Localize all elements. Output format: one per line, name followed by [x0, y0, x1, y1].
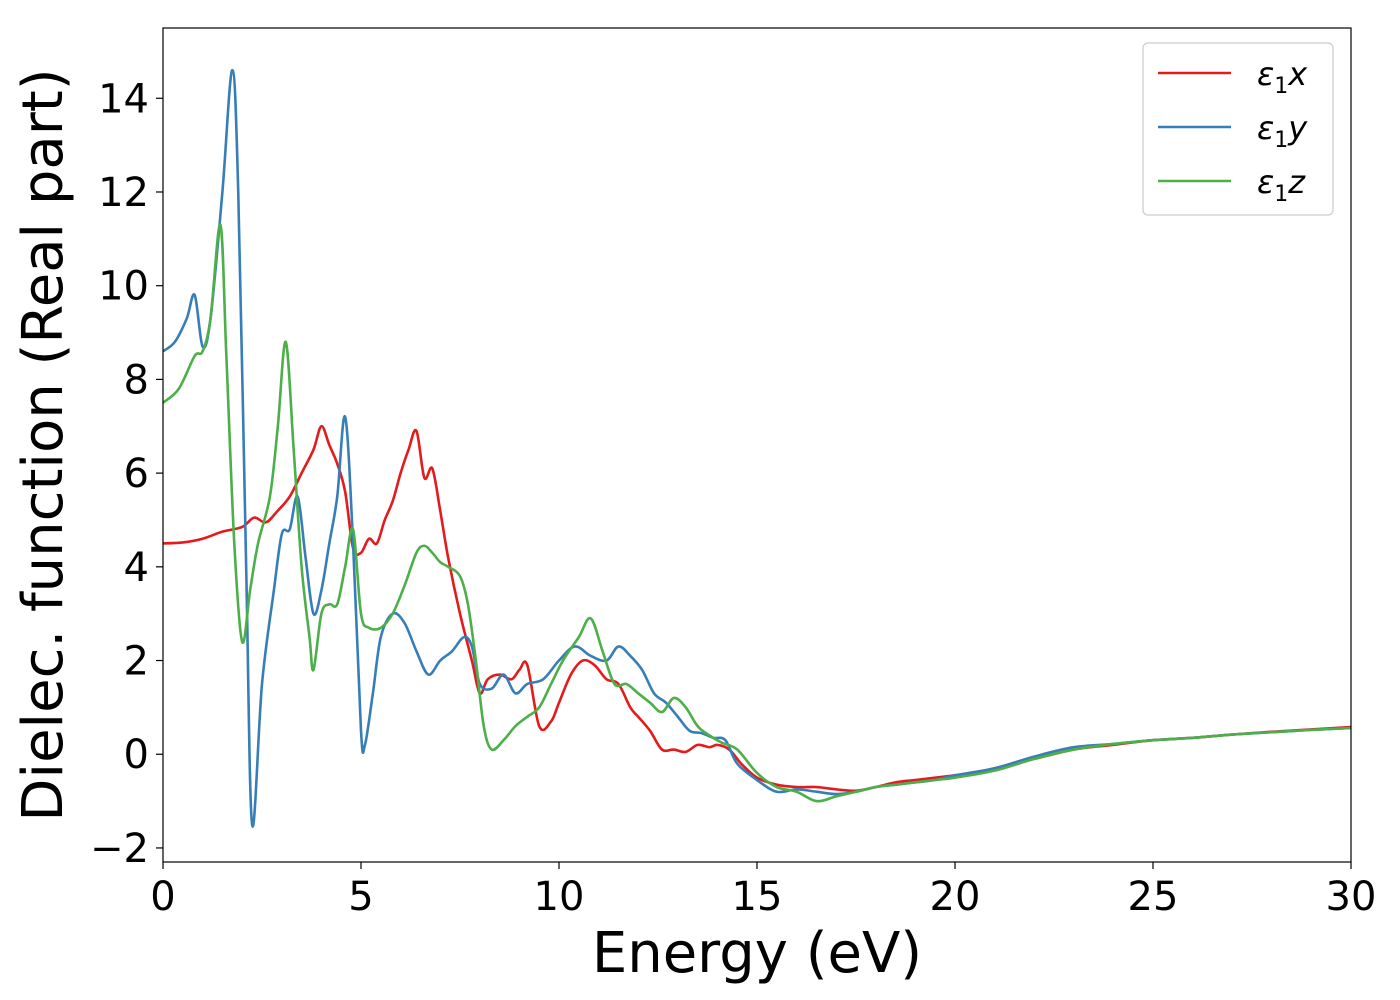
y-tick-label: 10 [98, 264, 149, 310]
y-tick-label: 6 [124, 451, 149, 497]
y-tick-label: 4 [124, 545, 149, 591]
y-tick-label: −2 [90, 826, 149, 872]
y-tick-label: 8 [124, 357, 149, 403]
x-tick-label: 0 [150, 874, 175, 920]
y-axis-label: Dielec. function (Real part) [11, 68, 76, 821]
x-tick-label: 20 [930, 874, 981, 920]
legend-entry-x: ε1x [1257, 55, 1308, 99]
legend-entry-y: ε1y [1257, 109, 1308, 153]
y-tick-label: 2 [124, 639, 149, 685]
series-line-x [163, 424, 1351, 793]
x-tick-label: 15 [732, 874, 783, 920]
x-axis-label: Energy (eV) [592, 921, 922, 986]
y-tick-label: 14 [98, 76, 149, 122]
y-tick-label: 0 [124, 732, 149, 778]
legend: ε1x ε1y ε1z [1142, 42, 1334, 216]
legend-box [1142, 42, 1334, 216]
y-tick-label: 12 [98, 170, 149, 216]
series-line-z [163, 223, 1351, 803]
series-layer [163, 68, 1351, 828]
x-tick-label: 30 [1326, 874, 1377, 920]
x-tick-label: 5 [348, 874, 373, 920]
y-axis-ticks: −2 0 2 4 6 8 10 12 14 [90, 76, 163, 872]
x-axis-ticks: 0 5 10 15 20 25 30 [150, 862, 1376, 920]
legend-entry-z: ε1z [1257, 163, 1306, 207]
x-tick-label: 25 [1128, 874, 1179, 920]
x-tick-label: 10 [534, 874, 585, 920]
